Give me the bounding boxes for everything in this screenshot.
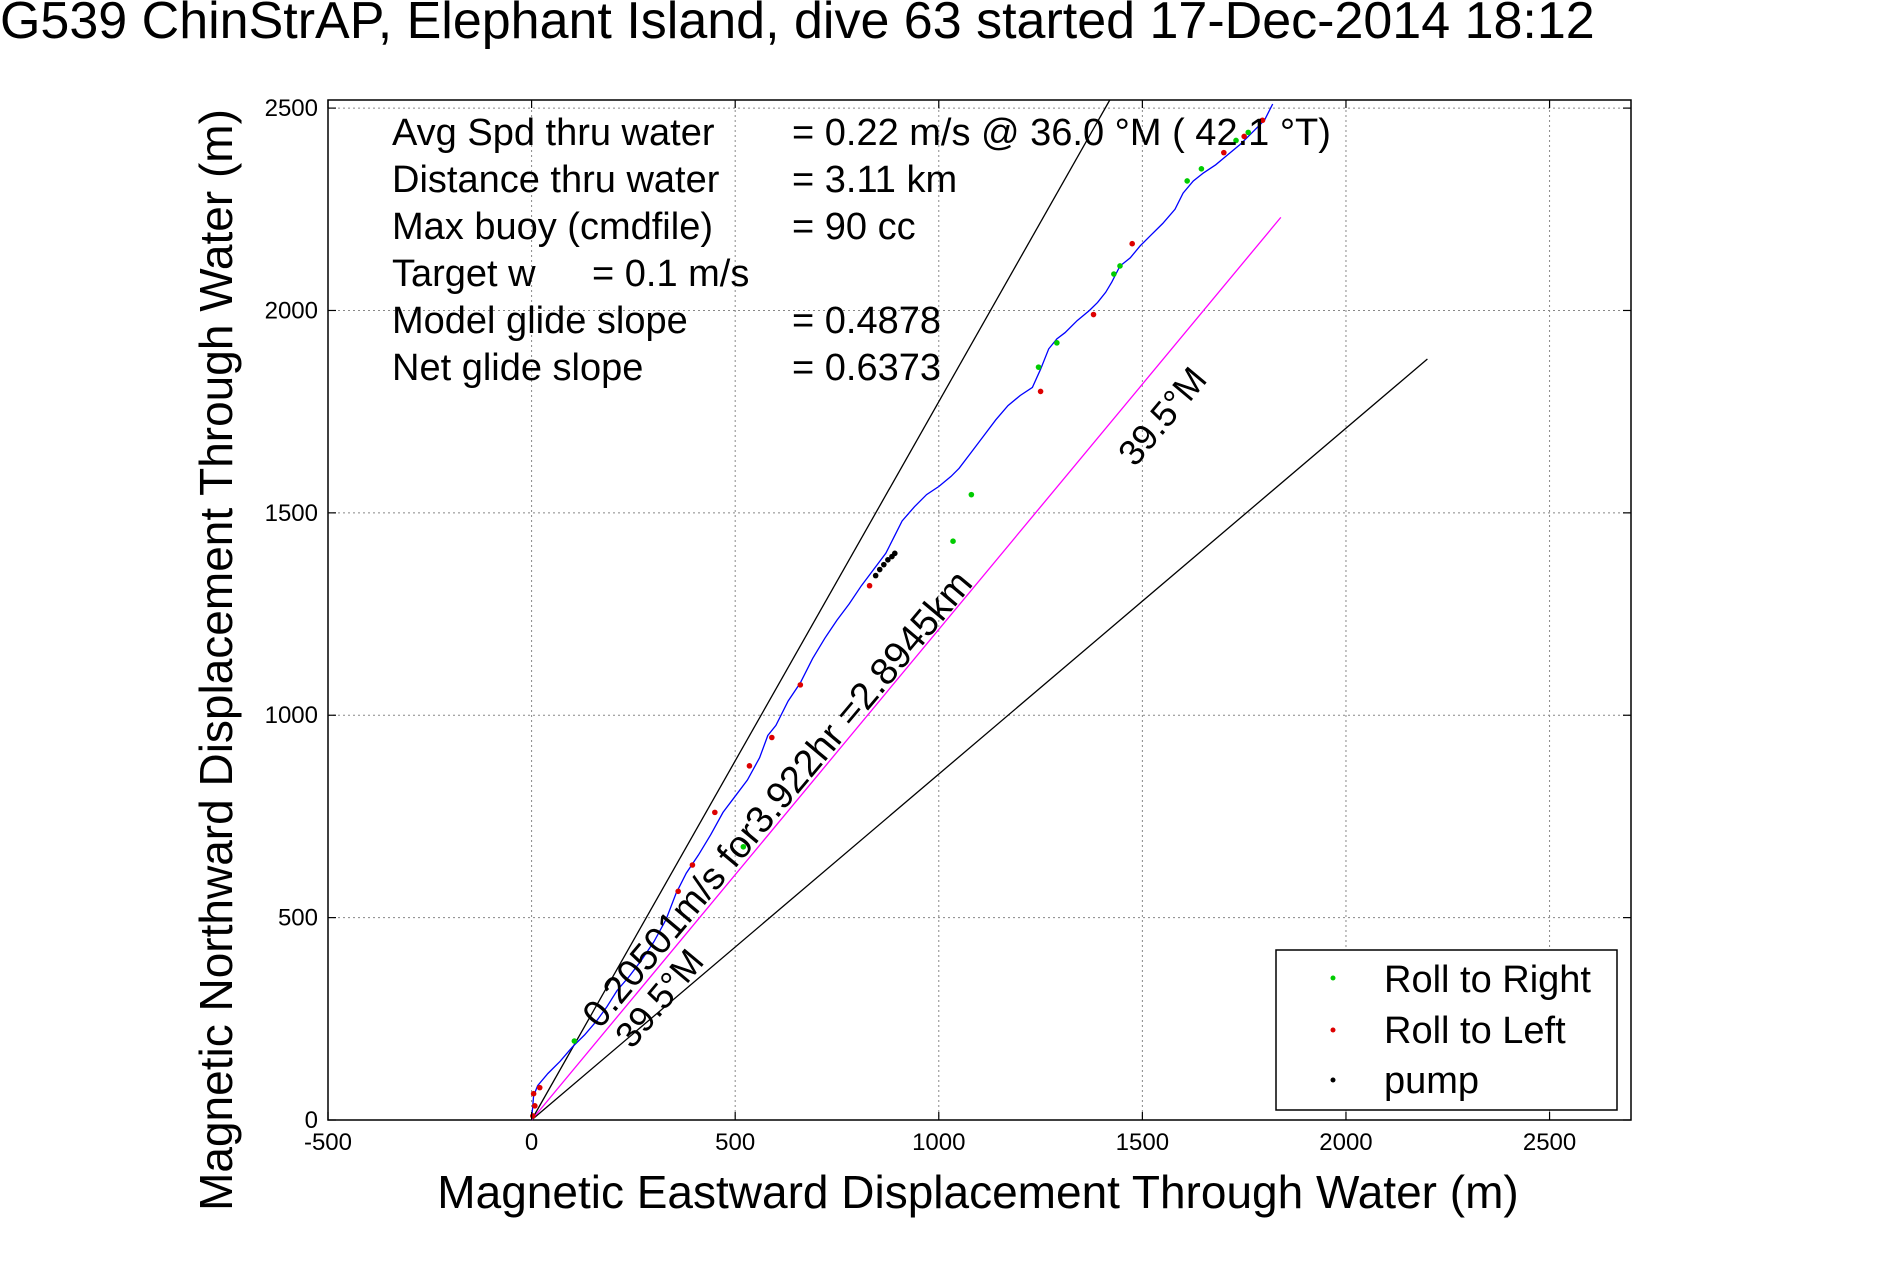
roll-to-left-marker [797,682,804,688]
stat-label-distance: Distance thru water [392,159,720,201]
stat-label-model-glide: Model glide slope [392,300,688,342]
x-tick-label: 2000 [1319,1129,1372,1156]
reference-line-2 [531,216,1282,1121]
x-tick-label: -500 [304,1129,352,1156]
x-tick-label: 1000 [912,1129,965,1156]
legend-label-roll-right: Roll to Right [1384,959,1591,1001]
stat-value-model-glide: = 0.4878 [792,300,941,342]
roll-to-left-marker [769,734,775,741]
roll-to-right-marker [1245,129,1252,136]
roll-to-left-marker [1037,388,1044,395]
stat-value-max-buoy: = 90 cc [792,206,916,248]
roll-to-left-marker [530,1113,536,1119]
roll-to-left-marker [1129,240,1135,247]
legend-marker-roll-left [1330,1027,1336,1033]
roll-to-right-marker [1054,340,1060,346]
roll-to-right-marker [1117,263,1123,269]
roll-to-right-marker [1233,137,1239,144]
y-axis-label: Magnetic Northward Displacement Through … [190,109,242,1211]
reference-lines [531,99,1428,1121]
stat-value-target-w: = 0.1 m/s [592,253,749,295]
roll-to-right-marker [950,538,956,544]
stat-value-net-glide: = 0.6373 [792,347,941,389]
pump-marker [885,557,891,563]
roll-to-left-marker [536,1084,543,1091]
y-tick-label: 0 [305,1107,318,1134]
legend-label-roll-left: Roll to Left [1384,1010,1566,1052]
roll-to-left-marker [1090,311,1097,318]
pump-marker [892,550,898,557]
roll-to-left-marker [689,862,696,868]
roll-to-left-marker [746,763,753,769]
y-tick-label: 1000 [265,702,318,729]
roll-to-right-marker [1111,271,1117,277]
legend: Roll to Right Roll to Left pump [1275,949,1618,1111]
pump-marker [872,572,879,579]
roll-to-right-marker [740,843,747,850]
stat-label-max-buoy: Max buoy (cmdfile) [392,206,713,248]
roll-to-left-marker [532,1103,538,1109]
roll-to-right-marker [968,491,975,498]
pump-marker [881,561,887,568]
stats-block: Avg Spd thru water = 0.22 m/s @ 36.0 °M … [392,112,1331,389]
roll-to-left-marker [1221,149,1227,156]
roll-to-right-marker [1198,166,1205,172]
roll-to-right-marker [1184,178,1190,184]
roll-to-left-marker [866,582,873,589]
axis-ticks: -500 0 500 1000 1500 2000 25000500100015002000… [265,95,1631,1156]
reference-line-1 [531,358,1428,1121]
y-tick-label: 2500 [265,95,318,122]
stat-label-net-glide: Net glide slope [392,347,643,389]
legend-label-pump: pump [1384,1060,1479,1102]
roll-to-left-marker [1241,133,1247,140]
stat-value-distance: = 3.11 km [792,159,957,201]
y-tick-label: 500 [278,905,318,932]
legend-marker-roll-right [1330,975,1336,981]
pump-marker [876,566,883,573]
x-tick-label: 1500 [1116,1129,1169,1156]
y-tick-label: 2000 [265,297,318,324]
roll-to-left-marker [530,1090,537,1097]
roll-to-left-marker [1259,117,1266,124]
y-tick-label: 1500 [265,500,318,527]
roll-to-left-marker [712,809,718,816]
stat-label-target-w: Target w [392,253,536,295]
roll-to-left-marker [675,888,681,895]
stat-value-avg-speed: = 0.22 m/s @ 36.0 °M ( 42.1 °T) [792,112,1331,154]
reference-line-0 [531,99,1111,1121]
glider-track [530,103,1274,1121]
roll-to-right-marker [571,1038,578,1044]
glider-track-line [530,103,1274,1121]
chart-title: SG539 ChinStrAP, Elephant Island, dive 6… [0,0,1595,50]
x-tick-label: 500 [715,1129,755,1156]
x-tick-label: 0 [525,1129,538,1156]
stat-label-avg-speed: Avg Spd thru water [392,112,715,154]
legend-marker-pump [1330,1077,1336,1083]
roll-to-right-marker [1035,364,1042,370]
x-tick-label: 2500 [1523,1129,1576,1156]
x-axis-label: Magnetic Eastward Displacement Through W… [437,1166,1518,1218]
